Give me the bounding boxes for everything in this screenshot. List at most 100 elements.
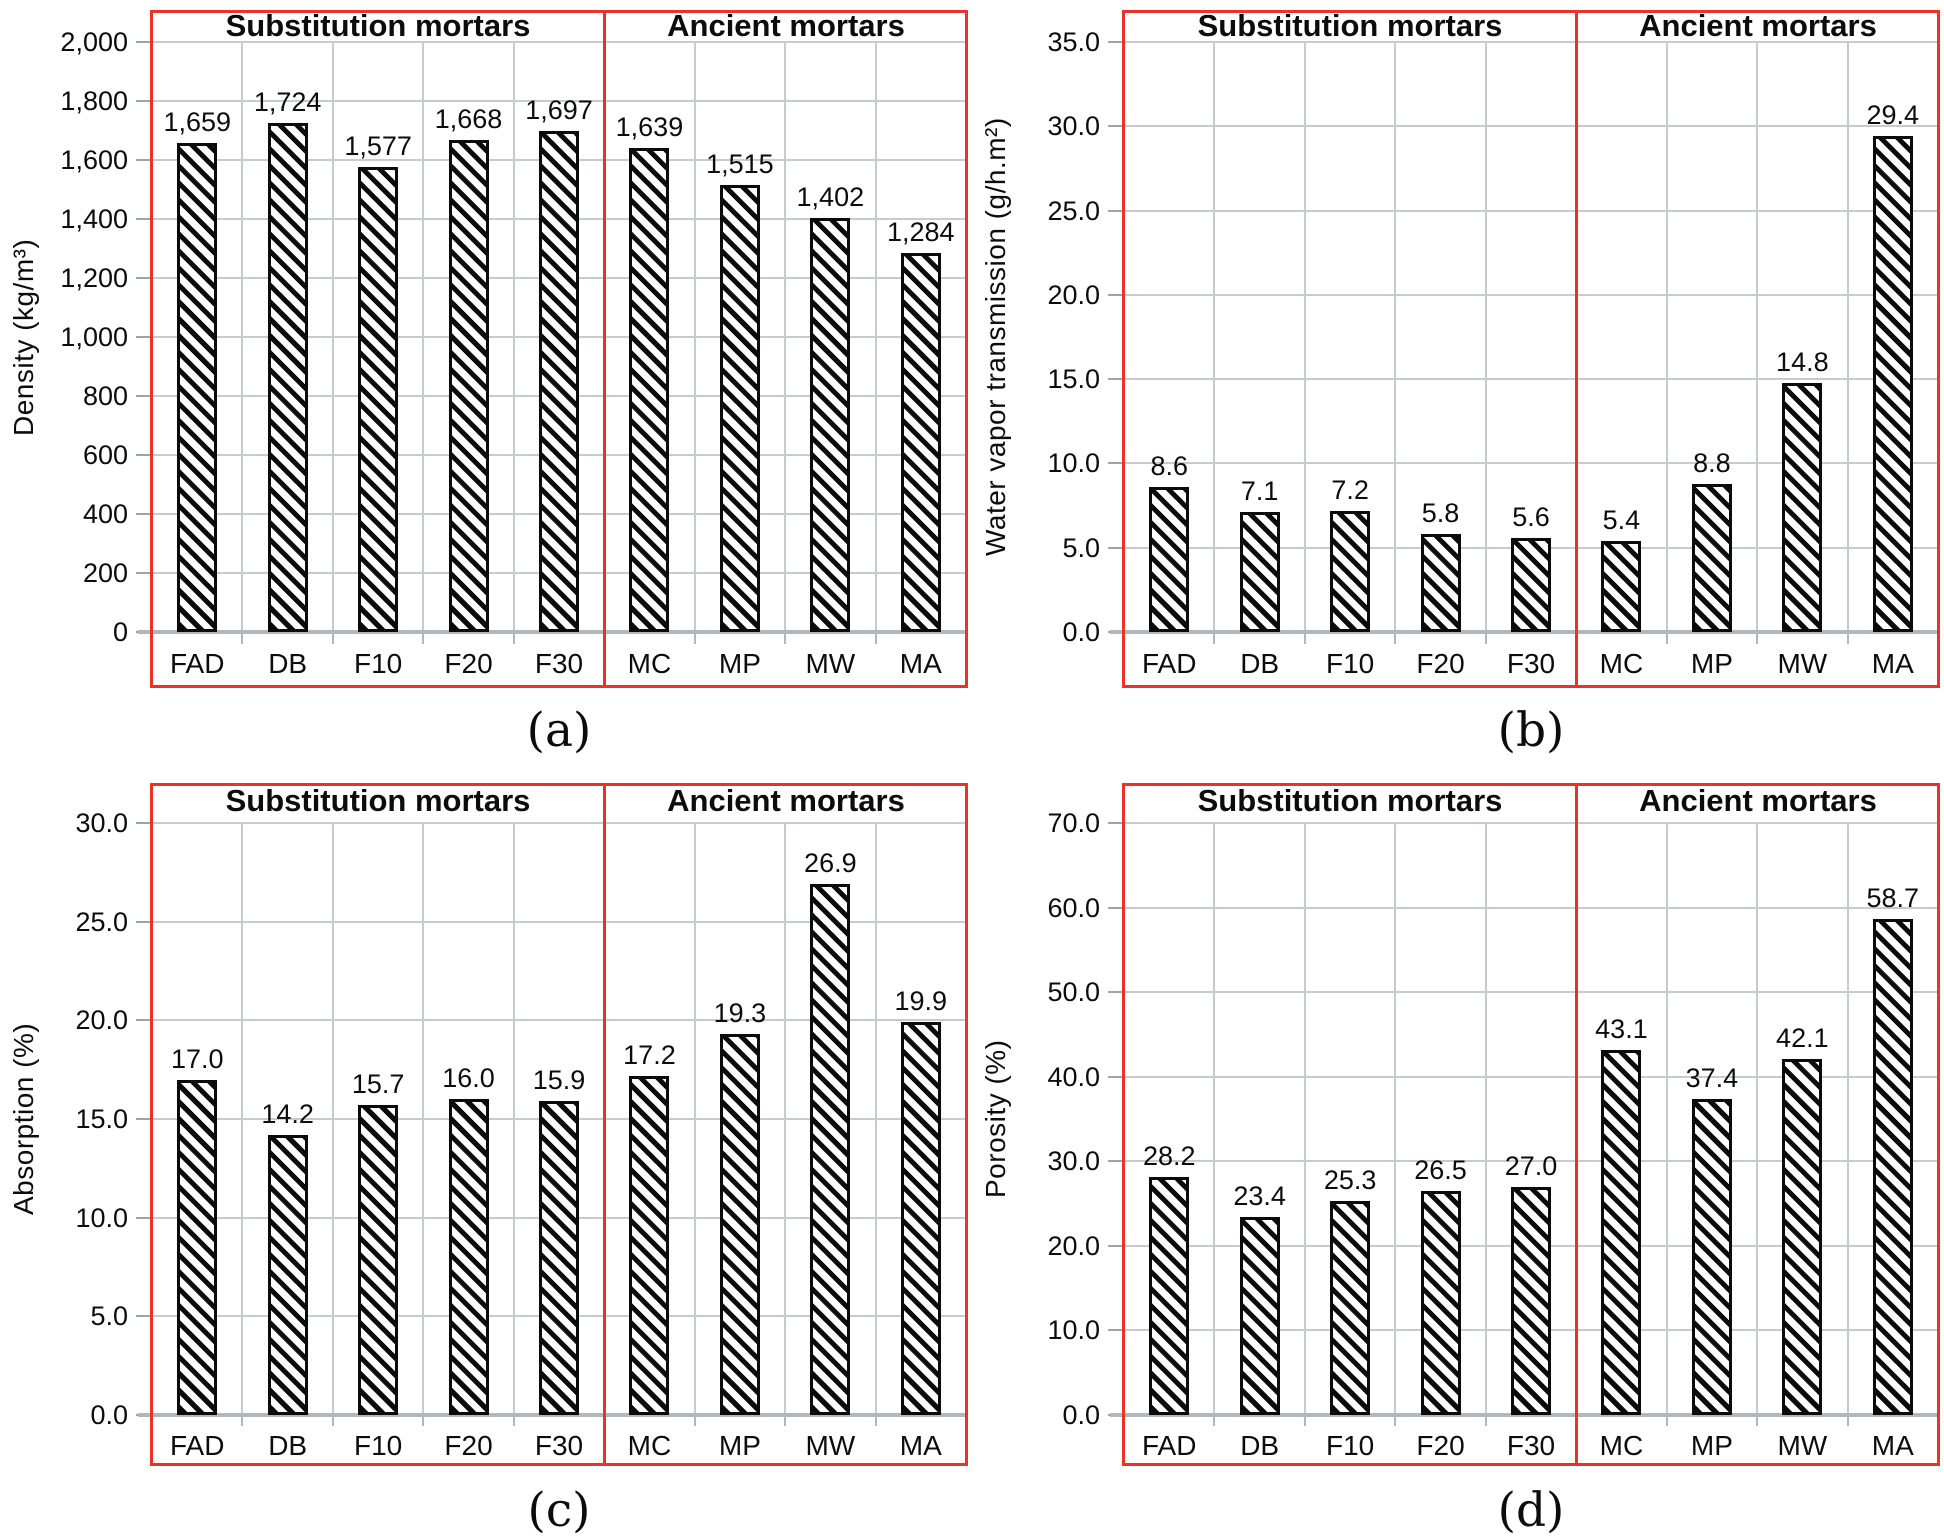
value-label-d-MW: 42.1	[1776, 1022, 1829, 1053]
y-tick-mark	[1108, 546, 1122, 549]
x-tick-mark	[1665, 1416, 1668, 1426]
y-tick-mark	[1108, 125, 1122, 128]
x-tick-label-F10: F10	[353, 648, 403, 679]
section-divider	[603, 783, 606, 1466]
bar-c-DB	[267, 1134, 308, 1415]
bar-b-MA	[1872, 136, 1913, 632]
x-tick-label-MC: MC	[627, 1430, 672, 1461]
bar-b-MW	[1782, 382, 1823, 632]
gridline-x	[1213, 823, 1216, 1415]
y-tick-mark	[136, 822, 150, 824]
value-label-d-DB: 23.4	[1233, 1181, 1286, 1212]
x-tick-mark	[1213, 634, 1216, 644]
y-tick-mark	[136, 277, 150, 279]
bar-d-MC	[1601, 1050, 1642, 1415]
value-label-d-F10: 25.3	[1323, 1165, 1377, 1196]
x-tick-label-FAD: FAD	[1142, 1430, 1197, 1461]
x-tick-label-F10: F10	[353, 1430, 403, 1461]
value-label-d-MA: 58.7	[1866, 882, 1920, 913]
gridline-x	[512, 42, 515, 632]
gridline-x	[241, 42, 244, 632]
gridline-y-2,000	[152, 41, 966, 43]
gridline-y-20.0	[152, 1019, 966, 1022]
y-tick-mark	[136, 159, 150, 161]
panel-caption: (c)	[527, 1483, 591, 1538]
y-tick-label: 30.0	[1047, 111, 1100, 142]
bar-b-FAD	[1149, 487, 1190, 632]
y-tick-mark	[1108, 822, 1122, 824]
section-divider	[1575, 783, 1578, 1466]
section-title-substitution: Substitution mortars	[225, 783, 531, 818]
x-tick-label-MC: MC	[627, 648, 672, 679]
x-tick-mark	[693, 634, 696, 644]
y-tick-label: 2,000	[60, 27, 128, 57]
y-tick-mark	[136, 218, 150, 220]
bar-c-MW	[810, 884, 851, 1415]
y-axis: 0 200 400 600 800 1,000 1,200 1,400 1,600 1,800 2,…	[0, 27, 152, 647]
value-label-b-F10: 7.2	[1331, 474, 1369, 505]
section-title-ancient: Ancient mortars	[1639, 783, 1877, 818]
y-tick-mark	[136, 572, 150, 574]
x-tick-mark	[241, 1416, 244, 1426]
gridline-y-20.0	[1124, 293, 1938, 296]
x-tick-label-MW: MW	[805, 1430, 856, 1461]
value-label-d-MC: 43.1	[1595, 1014, 1648, 1045]
y-tick-label: 1,400	[60, 204, 128, 234]
x-tick-label-F20: F20	[1416, 1430, 1465, 1461]
section-title-substitution: Substitution mortars	[225, 8, 531, 43]
section-divider	[1575, 10, 1578, 688]
y-tick-mark	[136, 41, 150, 43]
bar-d-MA	[1872, 918, 1913, 1415]
gridline-y-15.0	[1124, 378, 1938, 381]
gridline-y-30.0	[1124, 1160, 1938, 1163]
gridline-x	[1303, 823, 1306, 1415]
gridline-y-70.0	[1124, 822, 1938, 824]
y-tick-label: 1,000	[60, 322, 128, 352]
value-label-c-FAD: 17.0	[170, 1043, 224, 1074]
y-tick-mark	[136, 454, 150, 456]
gridline-y-30.0	[1124, 125, 1938, 128]
y-tick-label: 60.0	[1047, 892, 1100, 923]
value-label-a-MA: 1,284	[886, 217, 955, 248]
gridline-y-60.0	[1124, 906, 1938, 909]
x-tick-mark	[1484, 1416, 1487, 1426]
x-axis: FAD DB F10 F20 F30 MC MP MW MA	[1123, 634, 1939, 694]
y-tick-mark	[136, 336, 150, 338]
gridline-x	[693, 42, 696, 632]
x-tick-label-F10: F10	[1325, 1430, 1375, 1461]
gridline-y-50.0	[1124, 991, 1938, 994]
value-label-d-F20: 26.5	[1414, 1154, 1467, 1185]
y-tick-label: 10.0	[75, 1202, 128, 1233]
y-tick-label: 30.0	[1047, 1146, 1100, 1177]
gridline-x	[1303, 42, 1306, 632]
gridline-y-35.0	[1124, 41, 1938, 43]
y-tick-mark	[1108, 41, 1122, 43]
bar-c-F10	[358, 1105, 399, 1415]
y-tick-mark	[136, 1315, 150, 1318]
y-tick-mark	[1108, 1329, 1122, 1332]
value-label-a-MW: 1,402	[796, 182, 865, 213]
plot-area: 1,659 1,724 1,577 1,668 1,697 1,639 1,515 1,402…	[138, 41, 966, 634]
x-tick-mark	[1846, 1416, 1849, 1426]
chart-frame	[150, 10, 968, 688]
chart-frame	[150, 783, 968, 1466]
gridline-x	[784, 823, 787, 1415]
y-tick-mark	[1108, 209, 1122, 212]
bar-c-F30	[539, 1101, 579, 1415]
gridline-x	[874, 42, 877, 632]
x-tick-mark	[874, 1416, 877, 1426]
gridline-x	[1665, 42, 1668, 632]
y-tick-label: 600	[82, 440, 128, 470]
bar-b-MC	[1601, 540, 1642, 632]
x-tick-label-FAD: FAD	[170, 648, 225, 679]
x-tick-label-DB: DB	[1240, 648, 1280, 679]
value-label-b-F30: 5.6	[1512, 501, 1550, 532]
x-tick-mark	[1665, 634, 1668, 644]
value-label-a-F20: 1,668	[434, 103, 503, 134]
gridline-x	[693, 823, 696, 1415]
x-axis-line	[1110, 630, 1938, 634]
gridline-x	[1756, 42, 1759, 632]
bar-d-MP	[1691, 1098, 1732, 1415]
y-tick-label: 20.0	[75, 1005, 128, 1036]
x-tick-label-F10: F10	[1325, 648, 1375, 679]
